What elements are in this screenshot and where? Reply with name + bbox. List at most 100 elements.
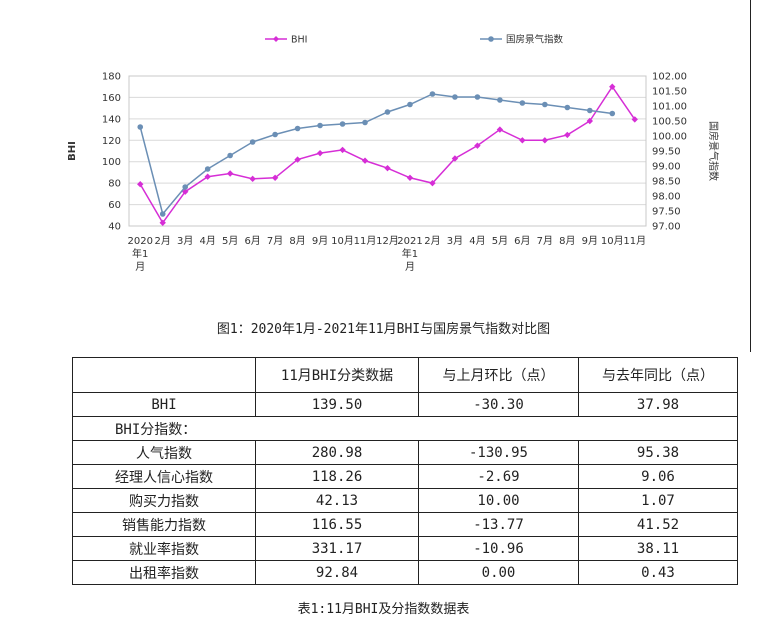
table-row: BHI 139.50 -30.30 37.98 bbox=[72, 392, 738, 417]
data-point bbox=[271, 174, 279, 181]
series-line bbox=[139, 93, 613, 216]
x-tick-label: 6月 bbox=[244, 235, 260, 247]
data-point bbox=[339, 146, 346, 154]
x-tick-label: 7月 bbox=[267, 235, 283, 247]
table-row: 人气指数 280.98 -130.95 95.38 bbox=[72, 440, 738, 465]
table-row: 出租率指数 92.84 0.00 0.43 bbox=[72, 560, 738, 585]
x-tick-label: 4月 bbox=[199, 235, 215, 247]
legend-marker bbox=[488, 36, 494, 42]
table-body: 11月BHI分类数据 与上月环比（点） 与去年同比（点） BHI 139.50 -30.3… bbox=[72, 357, 738, 585]
data-point bbox=[227, 152, 233, 159]
right-tick-label: 101.00 bbox=[652, 102, 687, 113]
data-point bbox=[542, 101, 548, 108]
value-cell: -30.30 bbox=[418, 392, 579, 417]
data-point bbox=[586, 117, 594, 125]
data-point bbox=[204, 173, 211, 180]
data-point bbox=[137, 181, 144, 188]
right-axis-ticks: 97.00 97.50 98.00 98.50 99.00 99.50 100.00 100.… bbox=[652, 72, 687, 233]
data-point bbox=[541, 137, 549, 144]
header-cell: 与去年同比（点） bbox=[578, 357, 738, 393]
x-tick-label: 5月 bbox=[222, 235, 238, 247]
value-cell: 37.98 bbox=[578, 392, 738, 417]
value-cell: 1.07 bbox=[578, 488, 738, 513]
left-tick-label: 100 bbox=[102, 157, 121, 168]
x-tick-label: 6月 bbox=[514, 235, 530, 247]
x-tick-label: 2月 bbox=[155, 235, 171, 247]
data-point bbox=[181, 188, 189, 195]
value-cell: 118.26 bbox=[255, 464, 419, 489]
data-point bbox=[564, 131, 571, 139]
chart-gridlines bbox=[129, 75, 646, 227]
x-tick-label: 12月 bbox=[376, 235, 399, 247]
row-label-cell: 就业率指数 bbox=[72, 536, 256, 561]
row-label-cell: 人气指数 bbox=[72, 440, 256, 465]
value-cell: -10.96 bbox=[418, 536, 579, 561]
value-cell: 0.00 bbox=[418, 560, 579, 585]
data-point bbox=[294, 125, 301, 132]
x-tick-label: 9月 bbox=[582, 235, 598, 247]
value-cell: 116.55 bbox=[255, 512, 419, 537]
value-cell: 0.43 bbox=[578, 560, 738, 585]
data-point bbox=[609, 83, 616, 90]
data-point bbox=[137, 124, 144, 130]
left-tick-label: 60 bbox=[108, 200, 121, 211]
data-point bbox=[452, 94, 458, 100]
table-header-row: 11月BHI分类数据 与上月环比（点） 与去年同比（点） bbox=[72, 357, 738, 393]
x-tick-label: 3月 bbox=[447, 235, 463, 247]
value-cell: 139.50 bbox=[255, 392, 419, 417]
value-cell: -2.69 bbox=[418, 464, 579, 489]
data-point bbox=[384, 164, 391, 172]
row-label-cell: 出租率指数 bbox=[72, 560, 256, 585]
value-cell: 95.38 bbox=[578, 440, 738, 465]
data-point bbox=[159, 211, 166, 217]
value-cell: 331.17 bbox=[255, 536, 419, 561]
right-tick-label: 97.00 bbox=[652, 222, 681, 233]
left-tick-label: 80 bbox=[108, 179, 121, 190]
data-point bbox=[272, 131, 278, 138]
data-point bbox=[339, 121, 346, 127]
data-point bbox=[249, 175, 256, 183]
data-point bbox=[587, 107, 593, 114]
data-point bbox=[406, 174, 414, 181]
left-tick-label: 140 bbox=[102, 114, 121, 125]
x-tick-label: 11月 bbox=[623, 235, 646, 247]
left-tick-label: 120 bbox=[102, 136, 121, 147]
right-tick-label: 99.00 bbox=[652, 162, 681, 173]
header-cell: 与上月环比（点） bbox=[418, 357, 579, 393]
chart-series bbox=[137, 83, 638, 226]
data-point bbox=[384, 109, 391, 115]
data-point bbox=[451, 155, 459, 162]
data-point bbox=[362, 119, 368, 126]
legend-marker bbox=[273, 36, 279, 42]
data-point bbox=[519, 137, 526, 144]
right-tick-label: 98.50 bbox=[652, 177, 681, 188]
left-axis-ticks: 40 60 80 100 120 140 160 180 bbox=[102, 72, 121, 233]
left-tick-label: 180 bbox=[102, 72, 121, 83]
data-point bbox=[474, 142, 481, 149]
x-tick-label: 3月 bbox=[177, 235, 193, 247]
x-tick-label: 9月 bbox=[312, 235, 328, 247]
right-axis-label: 国房景气指数 bbox=[707, 121, 720, 181]
x-tick-label: 8月 bbox=[289, 235, 305, 247]
data-point bbox=[474, 94, 481, 100]
x-tick-label: 4月 bbox=[469, 235, 485, 247]
data-point bbox=[159, 219, 166, 226]
x-tick-label: 5月 bbox=[492, 235, 508, 247]
row-label-cell: 销售能力指数 bbox=[72, 512, 256, 537]
data-point bbox=[429, 91, 436, 97]
data-point bbox=[249, 139, 256, 145]
left-axis-label: BHI bbox=[67, 141, 78, 161]
right-edge-line bbox=[750, 0, 751, 352]
value-cell: 280.98 bbox=[255, 440, 419, 465]
left-tick-label: 160 bbox=[102, 93, 121, 104]
data-point bbox=[631, 116, 638, 123]
value-cell: 42.13 bbox=[255, 488, 419, 513]
x-tick-label: 2月 bbox=[424, 235, 440, 247]
x-tick-label: 11月 bbox=[354, 235, 377, 247]
x-tick-label: 2020 年1 月 bbox=[128, 236, 153, 273]
table-row: 就业率指数 331.17 -10.96 38.11 bbox=[72, 536, 738, 561]
data-point bbox=[361, 157, 369, 164]
value-cell: 41.52 bbox=[578, 512, 738, 537]
